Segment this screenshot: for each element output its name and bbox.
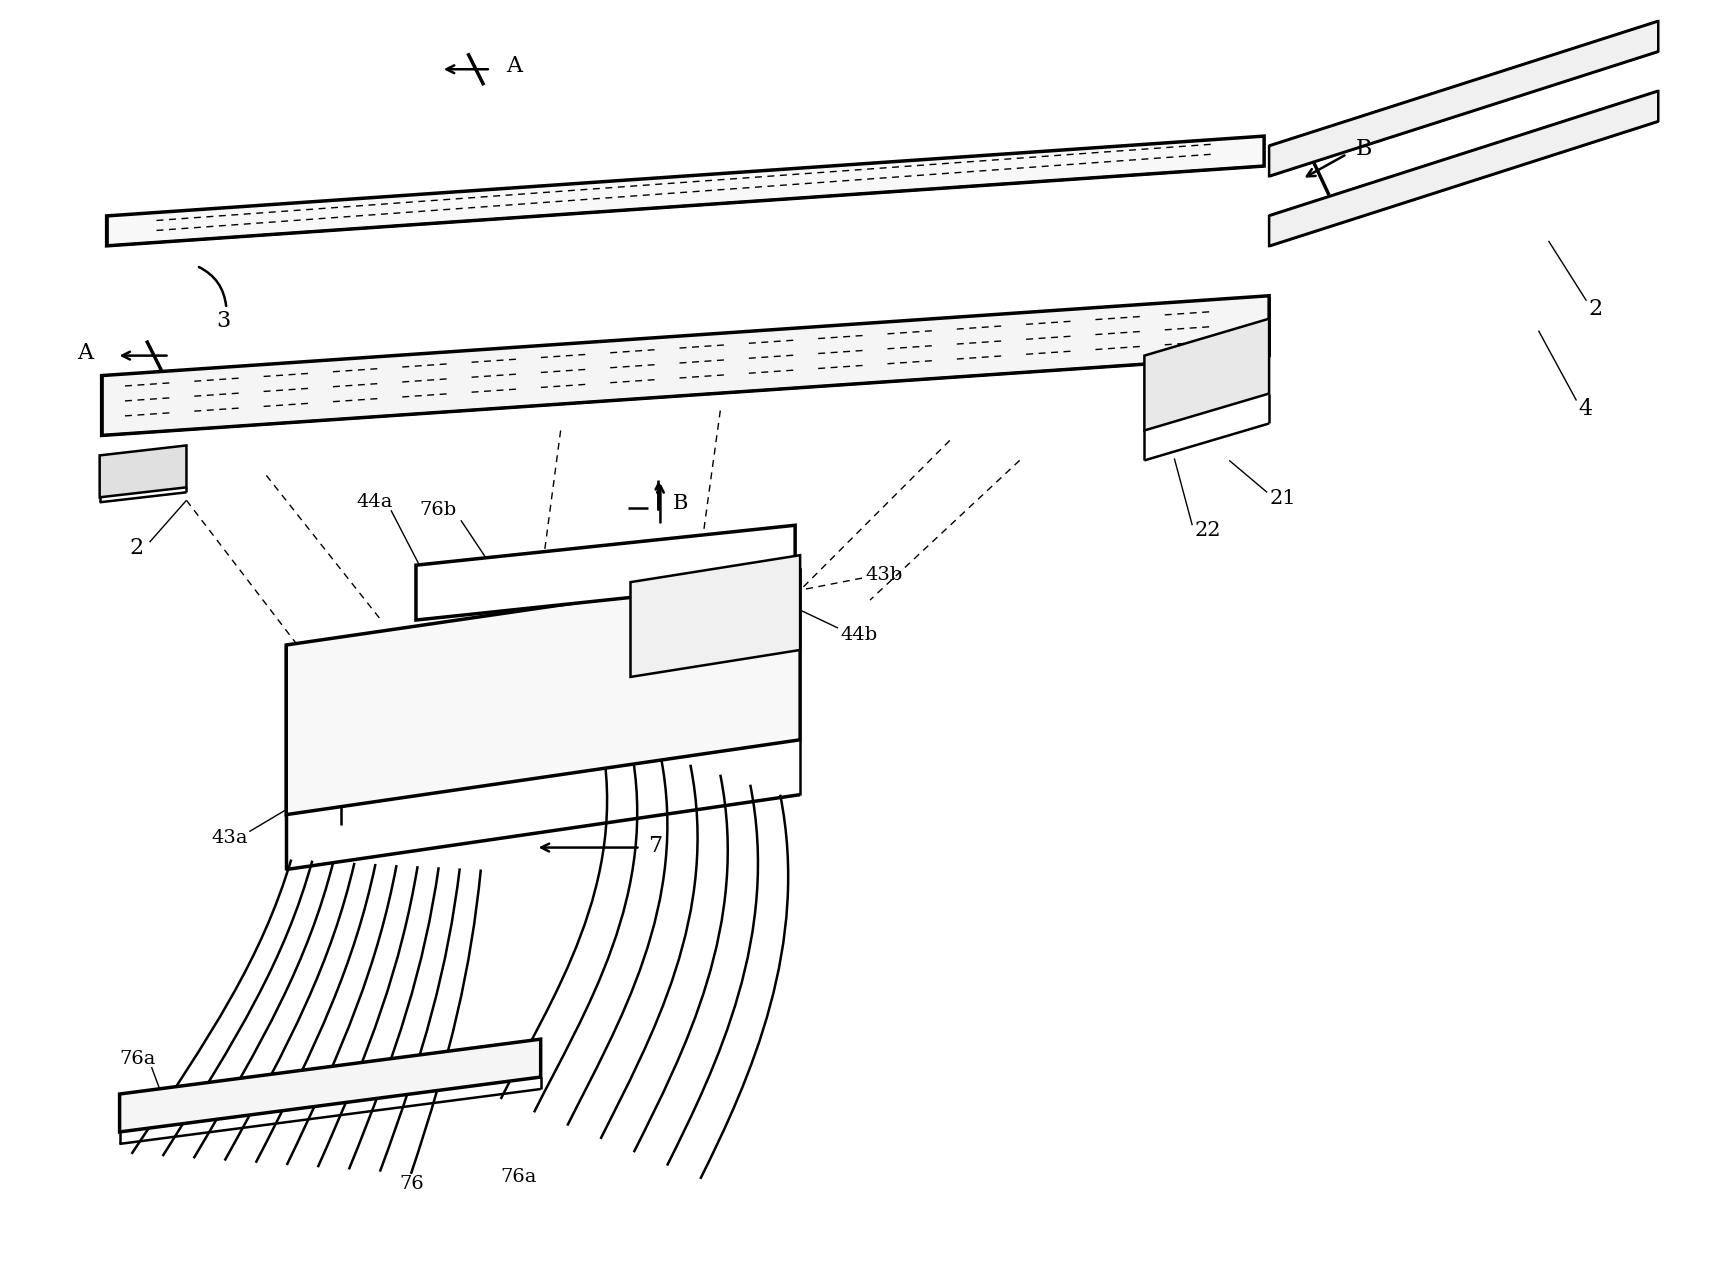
Text: A: A — [77, 342, 93, 363]
Text: 4: 4 — [1579, 398, 1592, 420]
Text: 2: 2 — [1589, 298, 1603, 320]
Text: 2: 2 — [130, 537, 144, 560]
Text: A: A — [506, 55, 522, 77]
Polygon shape — [1145, 318, 1270, 430]
Text: 21: 21 — [1270, 489, 1296, 507]
Text: 43b: 43b — [865, 566, 903, 584]
Polygon shape — [1270, 91, 1658, 245]
Polygon shape — [630, 555, 800, 677]
Polygon shape — [287, 570, 800, 814]
Text: 76a: 76a — [501, 1168, 537, 1186]
Text: 44a: 44a — [357, 493, 393, 511]
Text: 7: 7 — [649, 835, 662, 856]
Text: 22: 22 — [1194, 521, 1220, 539]
Polygon shape — [106, 136, 1265, 245]
Polygon shape — [100, 446, 187, 497]
Text: 44b: 44b — [841, 627, 877, 645]
Text: 76: 76 — [400, 1175, 424, 1193]
Polygon shape — [1270, 22, 1658, 176]
Text: B: B — [1356, 139, 1373, 160]
Text: 76b: 76b — [419, 501, 456, 519]
Text: 43a: 43a — [211, 828, 247, 846]
Polygon shape — [101, 295, 1270, 435]
Text: 3: 3 — [216, 309, 230, 331]
Polygon shape — [120, 1039, 541, 1132]
Polygon shape — [415, 525, 795, 620]
Text: B: B — [673, 494, 688, 512]
Text: 76a: 76a — [120, 1050, 156, 1068]
